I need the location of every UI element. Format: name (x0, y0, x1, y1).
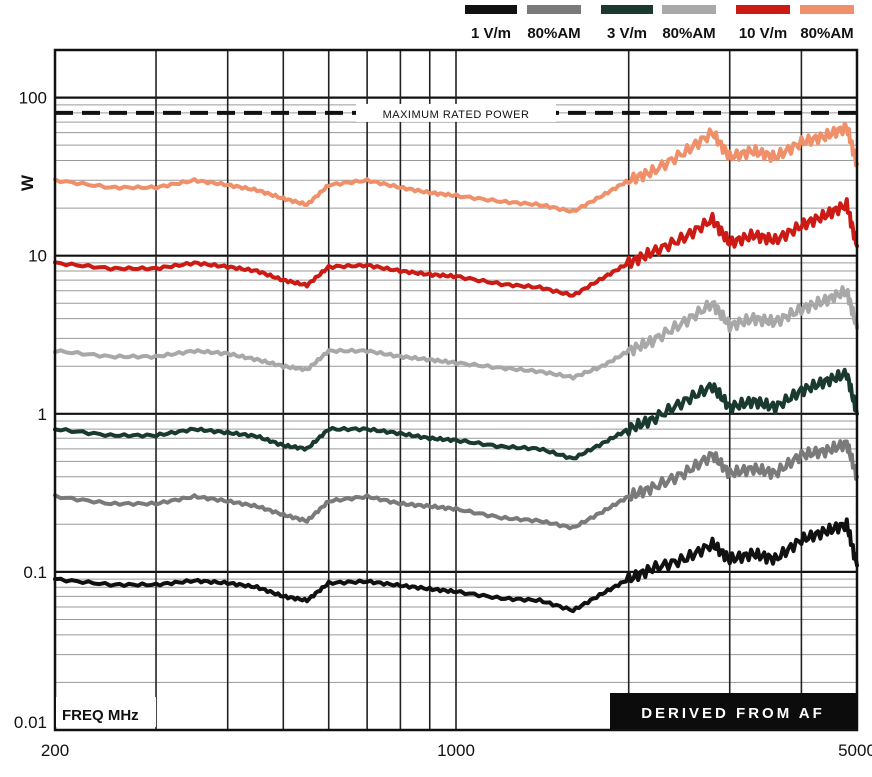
series-line-5 (53, 197, 859, 298)
reference-line-group: MAXIMUM RATED POWER (55, 103, 857, 122)
series-line-3 (53, 367, 859, 461)
series-line-1 (53, 517, 859, 614)
legend-swatch (662, 5, 716, 14)
x-tick-label: 1000 (437, 741, 475, 760)
derived-badge-label: DERIVED FROM AF (641, 705, 825, 722)
plot-frame (53, 48, 859, 732)
legend-swatch (736, 5, 790, 14)
legend-label: 80%AM (662, 25, 715, 42)
y-tick-label: 1 (38, 405, 47, 424)
y-tick-label: 0.1 (23, 563, 47, 582)
y-tick-label: 0.01 (14, 713, 47, 732)
xlabel-backdrop (56, 697, 156, 727)
y-axis-label: W (18, 174, 37, 191)
series-line-4 (53, 285, 859, 381)
legend: 1 V/m 80%AM 3 V/m 80%AM 10 V/m 80%AM (465, 5, 854, 42)
axes: 100 10 1 0.1 0.01 200 1000 5000 (14, 89, 872, 760)
reference-label-backdrop (356, 103, 556, 122)
x-axis-label: FREQ MHz (62, 707, 139, 724)
legend-swatch (800, 5, 854, 14)
legend-swatch (465, 5, 517, 14)
legend-label: 80%AM (527, 25, 580, 42)
series-group (53, 121, 859, 614)
derived-badge (610, 693, 857, 729)
legend-label: 1 V/m (471, 25, 511, 42)
reference-line-label: MAXIMUM RATED POWER (383, 109, 530, 121)
legend-swatch (527, 5, 581, 14)
legend-swatch (601, 5, 653, 14)
y-tick-label: 100 (19, 89, 47, 108)
legend-label: 3 V/m (607, 25, 647, 42)
legend-label: 10 V/m (739, 25, 787, 42)
x-tick-label: 200 (41, 741, 69, 760)
series-line-2 (53, 439, 859, 531)
series-line-6 (53, 121, 859, 214)
legend-label: 80%AM (800, 25, 853, 42)
y-tick-label: 10 (28, 247, 47, 266)
grid (55, 49, 857, 730)
x-tick-label: 5000 (838, 741, 872, 760)
